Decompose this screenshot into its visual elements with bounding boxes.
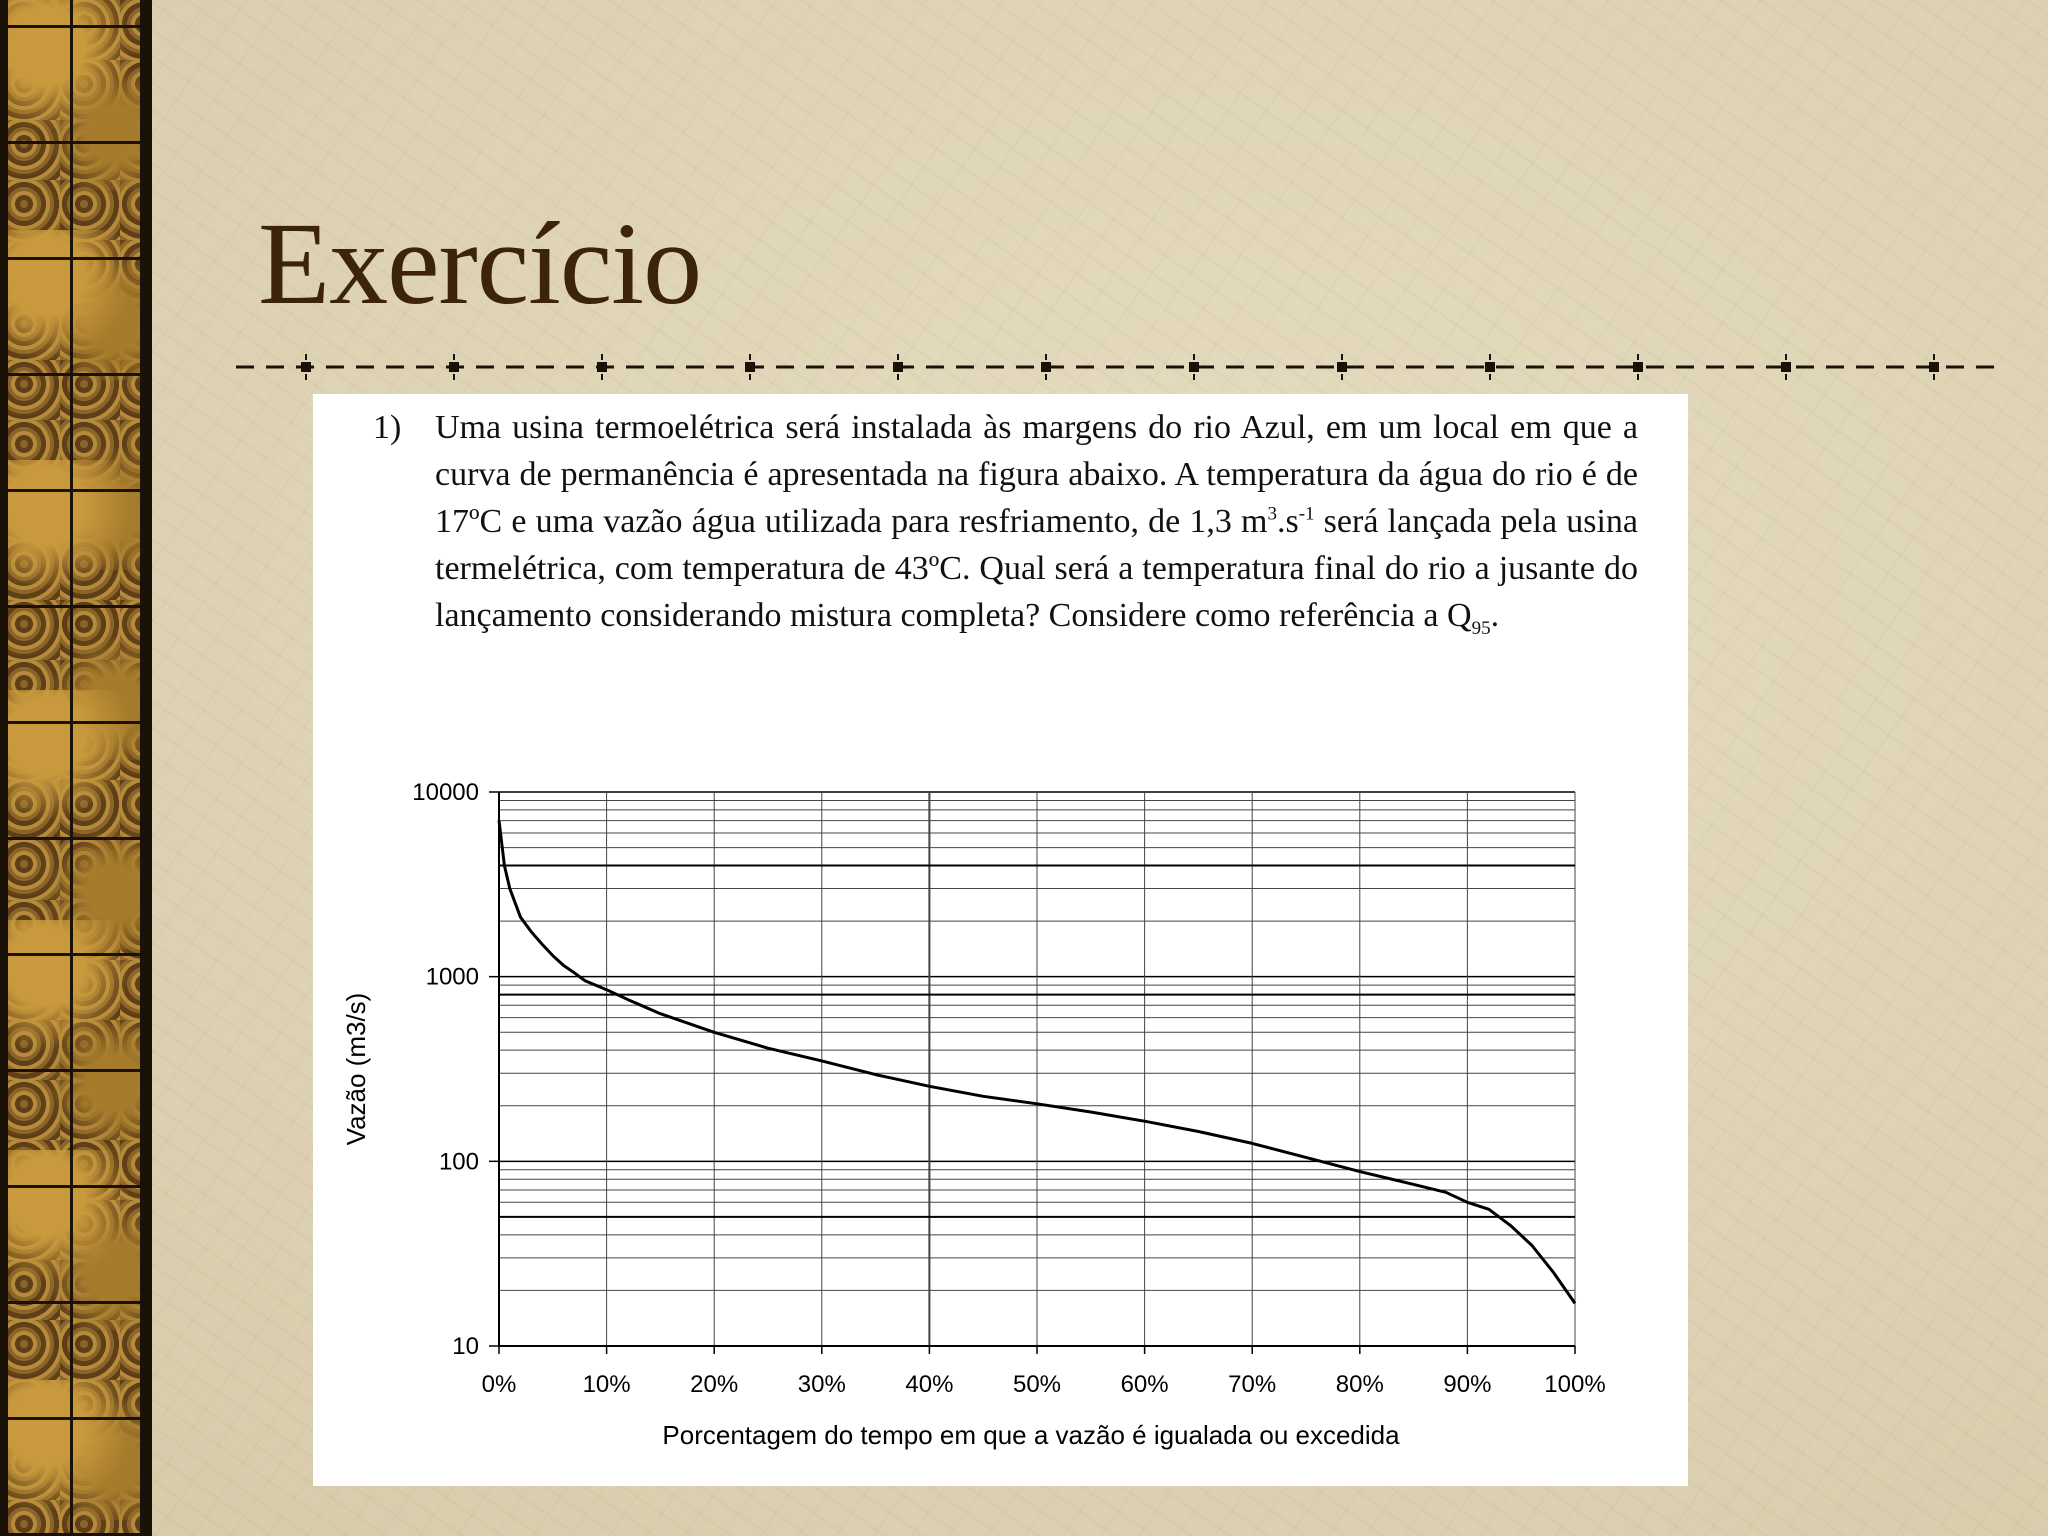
- exercise-body: Uma usina termoelétrica será instalada à…: [435, 404, 1638, 639]
- divider-marker: [301, 362, 311, 372]
- divider-marker: [1189, 362, 1199, 372]
- exercise-number: 1): [373, 409, 402, 446]
- x-tick-label: 30%: [798, 1371, 846, 1398]
- exercise-sup-neg1: -1: [1298, 503, 1315, 525]
- y-tick-label: 10: [452, 1333, 479, 1360]
- divider-marker: [893, 362, 903, 372]
- y-tick-label: 100: [439, 1148, 479, 1175]
- x-axis-label: Porcentagem do tempo em que a vazão é ig…: [662, 1420, 1400, 1450]
- x-tick-label: 80%: [1336, 1371, 1384, 1398]
- divider-marker: [449, 362, 459, 372]
- chart-reference-lines: [499, 864, 1575, 1218]
- divider-marker: [745, 362, 755, 372]
- x-tick-label: 20%: [690, 1371, 738, 1398]
- y-tick-label: 10000: [412, 779, 479, 806]
- x-tick-label: 70%: [1228, 1371, 1276, 1398]
- divider-marker: [1041, 362, 1051, 372]
- decorative-border-strip: [0, 0, 152, 1536]
- slide-title: Exercício: [258, 198, 702, 329]
- x-tick-label: 100%: [1544, 1371, 1605, 1398]
- exercise-text-after: será lançada pela usina termelétrica, co…: [435, 503, 1638, 634]
- chart-grid: [498, 791, 1576, 1347]
- divider-marker: [1633, 362, 1643, 372]
- exercise-text-end: .: [1490, 597, 1500, 634]
- divider-marker: [1929, 362, 1939, 372]
- divider-marker: [1337, 362, 1347, 372]
- exercise-sub-95: 95: [1471, 617, 1491, 639]
- x-tick-label: 50%: [1013, 1371, 1061, 1398]
- exercise-sup-3: 3: [1267, 503, 1277, 525]
- divider-marker: [1485, 362, 1495, 372]
- y-tick-label: 1000: [426, 964, 479, 991]
- flow-duration-chart: 10 100 1000 10000 0% 10% 20% 30% 40% 50% 60% 70% 80%…: [341, 779, 1606, 1450]
- chart-axes: [489, 791, 1576, 1354]
- x-tick-label: 0%: [482, 1371, 517, 1398]
- flow-duration-curve: [497, 820, 1577, 1305]
- y-axis-label: Vazão (m3/s): [341, 993, 371, 1146]
- chart-labels: 10 100 1000 10000 0% 10% 20% 30% 40% 50% 60% 70% 80%…: [341, 779, 1606, 1450]
- exercise-text-s: .s: [1276, 503, 1299, 540]
- dashed-divider: [236, 354, 1994, 380]
- exercise-text-main: Uma usina termoelétrica será instalada à…: [435, 409, 1638, 540]
- chart-series: [497, 820, 1577, 1305]
- x-tick-label: 90%: [1443, 1371, 1491, 1398]
- divider-marker: [597, 362, 607, 372]
- x-tick-label: 40%: [905, 1371, 953, 1398]
- x-tick-label: 10%: [583, 1371, 631, 1398]
- exercise-panel: 1) Uma usina termoelétrica será instalad…: [313, 394, 1688, 1486]
- x-tick-label: 60%: [1121, 1371, 1169, 1398]
- divider-marker: [1781, 362, 1791, 372]
